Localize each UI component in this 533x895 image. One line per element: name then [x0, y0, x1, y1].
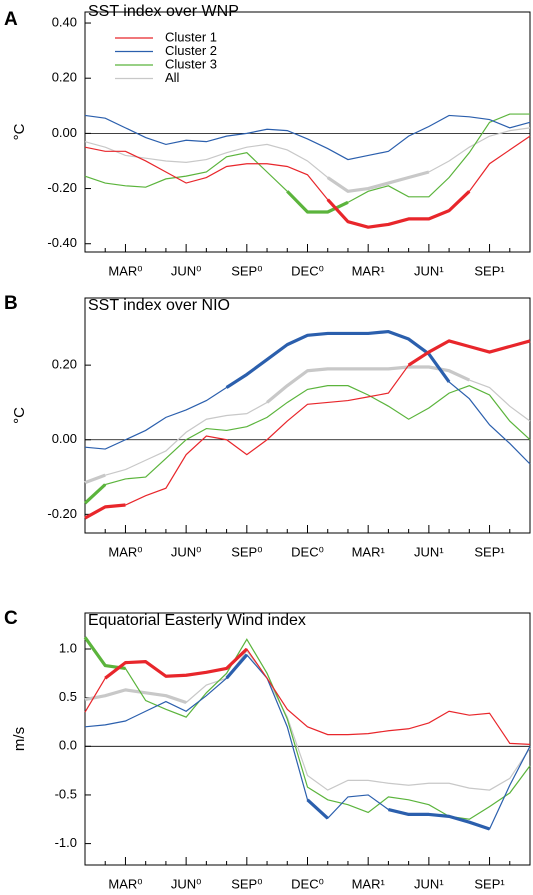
panel-title: SST index over WNP [88, 3, 239, 20]
y-tick-label: 0.20 [52, 70, 77, 85]
x-tick-label: MAR¹ [352, 876, 386, 891]
panel-title: SST index over NIO [88, 297, 230, 314]
panel-letter: C [4, 608, 18, 629]
x-tick-label: MAR⁰ [108, 263, 142, 278]
series-line [84, 330, 531, 465]
y-axis-label: °C [11, 123, 28, 140]
y-tick-label: 0.00 [52, 125, 77, 140]
significant-segment [84, 473, 106, 485]
significant-segment [326, 190, 471, 229]
y-tick-label: 0.20 [52, 357, 77, 372]
legend-label: Cluster 3 [165, 56, 217, 71]
x-tick-label: DEC⁰ [291, 876, 324, 891]
x-tick-label: SEP¹ [474, 263, 505, 278]
x-tick-label: JUN⁰ [171, 876, 202, 891]
significant-segment [84, 688, 187, 705]
significant-segment [104, 647, 248, 680]
significant-segment [266, 365, 470, 404]
x-tick-label: MAR⁰ [108, 876, 142, 891]
panel-letter: B [4, 293, 18, 314]
significant-segment [407, 339, 531, 367]
significant-segment [225, 653, 249, 680]
plot-frame [84, 297, 531, 534]
significant-segment [225, 329, 451, 389]
x-tick-label: SEP⁰ [231, 876, 262, 891]
legend-label: All [165, 70, 180, 85]
panel-title: Equatorial Easterly Wind index [88, 612, 306, 629]
x-tick-label: SEP⁰ [231, 544, 262, 559]
y-tick-label: -0.20 [47, 506, 77, 521]
y-tick-label: 0.5 [59, 689, 77, 704]
series-line [84, 653, 531, 830]
significant-segment [83, 483, 107, 505]
series-line [84, 648, 531, 745]
y-tick-label: -0.40 [47, 235, 77, 250]
significant-segment [83, 636, 126, 671]
legend-label: Cluster 1 [165, 29, 217, 44]
significant-segment [84, 503, 126, 520]
plot-frame [84, 612, 531, 866]
series-line [84, 127, 531, 192]
y-tick-label: -0.5 [55, 786, 77, 801]
legend-label: Cluster 2 [165, 43, 217, 58]
significant-segment [286, 190, 349, 214]
y-tick-label: 0.40 [52, 14, 77, 29]
y-tick-label: 0.0 [59, 738, 77, 753]
y-tick-label: 1.0 [59, 640, 77, 655]
x-tick-label: JUN¹ [414, 263, 444, 278]
series-line [84, 114, 531, 161]
significant-segment [326, 170, 430, 193]
y-tick-label: -0.20 [47, 180, 77, 195]
plot-frame [84, 11, 531, 253]
significant-segment [388, 807, 491, 831]
x-tick-label: MAR⁰ [108, 544, 142, 559]
series-line [84, 340, 531, 519]
y-tick-label: -1.0 [55, 835, 77, 850]
x-tick-label: MAR¹ [352, 263, 386, 278]
x-tick-label: JUN¹ [414, 544, 444, 559]
significant-segment [306, 798, 329, 820]
x-tick-label: SEP¹ [474, 876, 505, 891]
x-tick-label: SEP⁰ [231, 263, 262, 278]
x-tick-label: DEC⁰ [291, 263, 324, 278]
y-tick-label: 0.00 [52, 431, 77, 446]
series-line [84, 385, 531, 504]
x-tick-label: SEP¹ [474, 544, 505, 559]
series-line [84, 649, 531, 791]
y-axis-label: m/s [11, 727, 28, 751]
x-tick-label: MAR¹ [352, 544, 386, 559]
y-axis-label: °C [11, 407, 28, 424]
x-tick-label: JUN¹ [414, 876, 444, 891]
series-line [84, 366, 531, 484]
x-tick-label: JUN⁰ [171, 263, 202, 278]
x-tick-label: DEC⁰ [291, 544, 324, 559]
x-tick-label: JUN⁰ [171, 544, 202, 559]
panel-letter: A [4, 9, 18, 30]
